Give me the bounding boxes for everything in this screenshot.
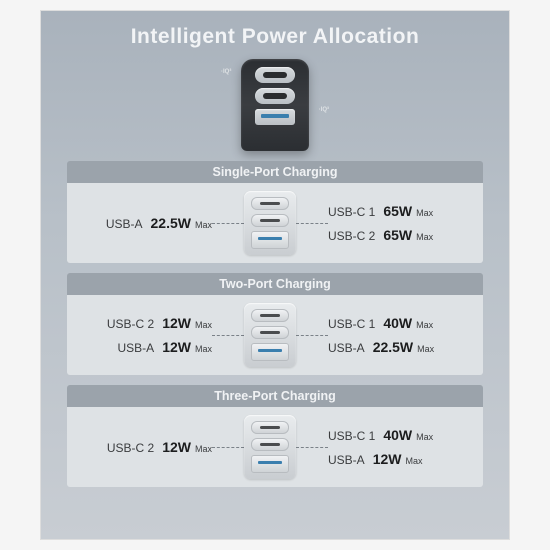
spec-line: USB-C 2 65W Max xyxy=(328,227,433,243)
usb-a-port-icon xyxy=(251,343,289,361)
spec-column-right: USB-C 140WMaxUSB-A12WMax xyxy=(328,427,458,467)
infographic-root: Intelligent Power Allocation ·IQ³ ·IQ³ S… xyxy=(40,10,510,540)
max-suffix: Max xyxy=(195,344,212,354)
spec-line: USB-A 12WMax xyxy=(328,451,423,467)
max-suffix: Max xyxy=(417,344,434,354)
usb-c-port-icon xyxy=(255,88,295,104)
watt-value: 12W xyxy=(162,339,191,355)
spec-column-right: USB-C 1 65W Max USB-C 2 65W Max xyxy=(328,203,458,243)
spec-line: USB-C 1 65W Max xyxy=(328,203,433,219)
watt-value: 40W xyxy=(383,315,412,331)
max-suffix: Max xyxy=(405,456,422,466)
usb-c-port-icon xyxy=(255,67,295,83)
usb-a-port-icon xyxy=(255,109,295,125)
section: Three-Port ChargingUSB-C 212WMaxUSB-C 14… xyxy=(67,385,483,487)
hero-charger: ·IQ³ ·IQ³ xyxy=(41,59,509,151)
section: Single-Port ChargingUSB-A22.5WMaxUSB-C 1… xyxy=(67,161,483,263)
port-label: USB-C 1 xyxy=(328,429,375,443)
connector-line-icon xyxy=(212,335,244,336)
usb-c-port-icon xyxy=(251,214,289,227)
spec-column-right: USB-C 140WMaxUSB-A22.5WMax xyxy=(328,315,458,355)
spec-column-left: USB-A 22.5W Max xyxy=(92,215,212,231)
port-label: USB-C 1 xyxy=(328,205,375,219)
usb-a-port-icon xyxy=(251,455,289,473)
spec-column-left: USB-C 2 12W Max USB-A 12W Max xyxy=(92,315,212,355)
watt-value: 22.5W xyxy=(151,215,191,231)
watt-value: 12W xyxy=(162,439,191,455)
usb-c-port-icon xyxy=(251,309,289,322)
port-label: USB-A xyxy=(328,453,365,467)
spec-line: USB-C 2 12W Max xyxy=(107,315,212,331)
section: Two-Port Charging USB-C 2 12W Max USB-A 12W Ma… xyxy=(67,273,483,375)
section-header: Two-Port Charging xyxy=(67,273,483,295)
row-layout: USB-C 212WMaxUSB-C 140WMaxUSB-A12WMax xyxy=(67,415,483,479)
row-layout: USB-C 212WMaxUSB-A12WMaxUSB-C 140WMaxUSB… xyxy=(67,303,483,367)
max-suffix: Max xyxy=(416,432,433,442)
connector-line-icon xyxy=(296,447,328,448)
usb-c-port-icon xyxy=(251,197,289,210)
usb-c-port-icon xyxy=(251,438,289,451)
section-header: Single-Port Charging xyxy=(67,161,483,183)
row-layout: USB-A 22.5W Max USB-C 1 65W Max USB-C 2 65W Max xyxy=(67,191,483,255)
charger-mini-icon xyxy=(244,303,296,367)
watt-value: 40W xyxy=(383,427,412,443)
watt-value: 12W xyxy=(162,315,191,331)
section-body: USB-C 212WMaxUSB-C 140WMaxUSB-A12WMax xyxy=(67,407,483,487)
max-suffix: Max xyxy=(416,232,433,242)
port-label: USB-C 2 xyxy=(107,441,154,455)
charger-mini-icon xyxy=(244,191,296,255)
section-body: USB-A 22.5W Max USB-C 1 65W Max USB-C 2 65W Max xyxy=(67,183,483,263)
spec-line: USB-C 2 12W Max xyxy=(107,439,212,455)
max-suffix: Max xyxy=(195,220,212,230)
max-suffix: Max xyxy=(416,320,433,330)
watt-value: 12W xyxy=(373,451,402,467)
port-label: USB-C 2 xyxy=(328,229,375,243)
iq-badge-icon: ·IQ³ xyxy=(319,107,329,113)
port-label: USB-A xyxy=(106,217,143,231)
iq-badge-icon: ·IQ³ xyxy=(221,69,231,75)
port-label: USB-C 2 xyxy=(107,317,154,331)
port-label: USB-C 1 xyxy=(328,317,375,331)
connector-line-icon xyxy=(212,223,244,224)
spec-line: USB-A 22.5W Max xyxy=(106,215,212,231)
watt-value: 65W xyxy=(383,227,412,243)
section-body: USB-C 212WMaxUSB-A12WMaxUSB-C 140WMaxUSB… xyxy=(67,295,483,375)
connector-line-icon xyxy=(296,335,328,336)
charger-body xyxy=(241,59,309,151)
sections-container: Single-Port ChargingUSB-A22.5WMaxUSB-C 1… xyxy=(41,161,509,501)
page-title: Intelligent Power Allocation xyxy=(41,25,509,49)
port-label: USB-A xyxy=(328,341,365,355)
spec-line: USB-C 1 40W Max xyxy=(328,427,433,443)
max-suffix: Max xyxy=(195,320,212,330)
connector-line-icon xyxy=(212,447,244,448)
max-suffix: Max xyxy=(195,444,212,454)
spec-line: USB-A 22.5W Max xyxy=(328,339,434,355)
spec-line: USB-A 12W Max xyxy=(118,339,213,355)
usb-a-port-icon xyxy=(251,231,289,249)
section-header: Three-Port Charging xyxy=(67,385,483,407)
usb-c-port-icon xyxy=(251,421,289,434)
charger-wrap: ·IQ³ ·IQ³ xyxy=(241,59,309,151)
connector-line-icon xyxy=(296,223,328,224)
charger-mini-icon xyxy=(244,415,296,479)
port-label: USB-A xyxy=(118,341,155,355)
spec-column-left: USB-C 2 12W Max xyxy=(92,439,212,455)
max-suffix: Max xyxy=(416,208,433,218)
watt-value: 22.5W xyxy=(373,339,413,355)
watt-value: 65W xyxy=(383,203,412,219)
spec-line: USB-C 1 40W Max xyxy=(328,315,433,331)
usb-c-port-icon xyxy=(251,326,289,339)
